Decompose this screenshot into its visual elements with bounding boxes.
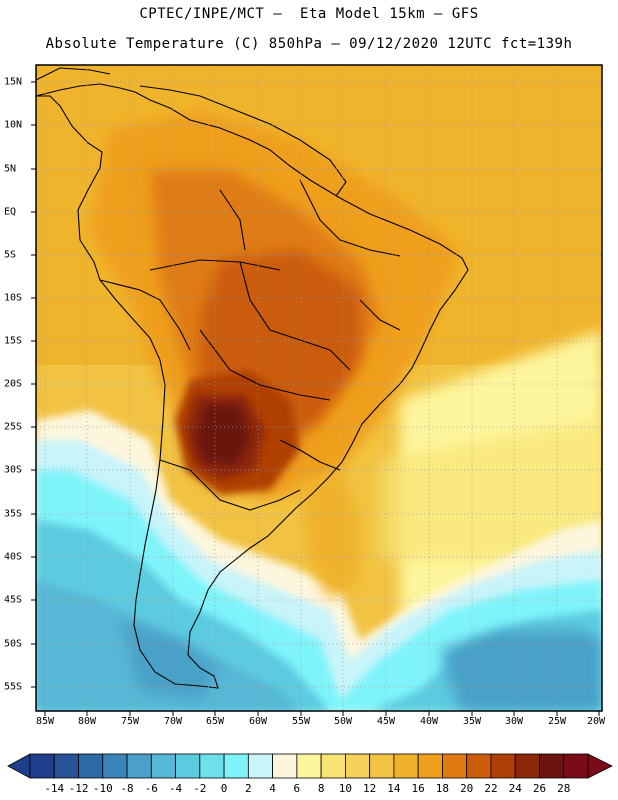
lon-label: 40W	[419, 716, 439, 727]
colorbar-swatch	[320, 753, 346, 779]
colorbar-label: 8	[317, 782, 325, 795]
colorbar-swatch	[175, 753, 201, 779]
map-title-line-1: CPTEC/INPE/MCT — Eta Model 15km — GFS	[139, 6, 479, 22]
colorbar-max-arrow	[587, 753, 613, 779]
colorbar-label: 18	[435, 782, 450, 795]
colorbar-swatch	[53, 753, 79, 779]
colorbar-swatch	[417, 753, 443, 779]
lon-label: 65W	[205, 716, 225, 727]
lon-label: 45W	[376, 716, 396, 727]
lat-label: 55S	[4, 681, 23, 693]
colorbar-label: 14	[387, 782, 401, 795]
colorbar-swatch	[29, 753, 55, 779]
colorbar-label: 6	[293, 782, 301, 795]
colorbar-label: 22	[484, 782, 498, 795]
colorbar-swatch	[539, 753, 565, 779]
lon-label: 80W	[77, 716, 97, 727]
lat-label: 35S	[4, 508, 23, 520]
colorbar-swatch	[393, 753, 419, 779]
lon-label: 20W	[586, 716, 606, 727]
lat-label: 5S	[4, 249, 17, 261]
colorbar-label: -10	[92, 782, 113, 795]
lat-label: 15N	[4, 76, 23, 88]
lon-label: 85W	[35, 716, 55, 727]
lon-label: 35W	[462, 716, 482, 727]
colorbar-swatch	[490, 753, 516, 779]
lat-label: 15S	[4, 335, 23, 347]
lon-label: 50W	[333, 716, 353, 727]
colorbar-label: 10	[338, 782, 353, 795]
colorbar-swatch	[369, 753, 395, 779]
lat-label: 5N	[4, 163, 17, 175]
lon-label: 30W	[504, 716, 524, 727]
colorbar-swatch	[150, 753, 176, 779]
colorbar-label: 2	[245, 782, 252, 795]
axis-ticks	[31, 81, 600, 716]
lat-label: 50S	[4, 638, 23, 650]
colorbar-swatch	[247, 753, 274, 779]
colorbar-swatch	[344, 753, 371, 779]
map-frame	[35, 64, 603, 712]
colorbar-swatch	[442, 753, 468, 779]
colorbar-label: -6	[144, 782, 158, 795]
colorbar-label: 26	[532, 782, 547, 795]
colorbar-label: 12	[363, 782, 377, 795]
colorbar-label: -8	[120, 782, 134, 795]
lon-label: 55W	[291, 716, 311, 727]
lat-label: 40S	[4, 551, 23, 563]
colorbar-label: -14	[44, 782, 65, 795]
colorbar-swatch	[126, 753, 152, 779]
lat-label: 10S	[4, 292, 23, 304]
colorbar-label: 4	[269, 782, 276, 795]
colorbar-swatch	[296, 753, 322, 779]
colorbar	[7, 753, 613, 779]
colorbar-swatch	[102, 753, 128, 779]
lat-label: 30S	[4, 464, 23, 476]
colorbar-label: -12	[68, 782, 89, 795]
lat-label: 25S	[4, 421, 23, 433]
colorbar-label: 16	[411, 782, 425, 795]
colorbar-label: -2	[193, 782, 207, 795]
colorbar-swatch	[78, 753, 104, 779]
colorbar-min-arrow	[7, 753, 31, 779]
colorbar-swatch	[563, 753, 589, 779]
colorbar-label: 0	[220, 782, 228, 795]
lat-label: 45S	[4, 594, 23, 606]
lat-label: EQ	[4, 206, 17, 218]
lon-label: 75W	[120, 716, 140, 727]
colorbar-swatch	[199, 753, 225, 779]
lat-label: 20S	[4, 378, 23, 390]
temperature-field	[36, 65, 602, 711]
colorbar-label: 28	[557, 782, 571, 795]
lon-label: 70W	[163, 716, 183, 727]
colorbar-label: -4	[168, 782, 183, 795]
colorbar-label: 20	[460, 782, 474, 795]
colorbar-swatch	[466, 753, 492, 779]
colorbar-label: 24	[508, 782, 522, 795]
colorbar-swatch	[514, 753, 540, 779]
lon-label: 25W	[547, 716, 567, 727]
lon-label: 60W	[248, 716, 268, 727]
coastlines	[36, 67, 469, 689]
colorbar-swatch	[223, 753, 249, 779]
colorbar-swatch	[272, 753, 298, 779]
lat-label: 10N	[4, 119, 23, 131]
map-title-line-2: Absolute Temperature (C) 850hPa — 09/12/…	[45, 36, 573, 52]
